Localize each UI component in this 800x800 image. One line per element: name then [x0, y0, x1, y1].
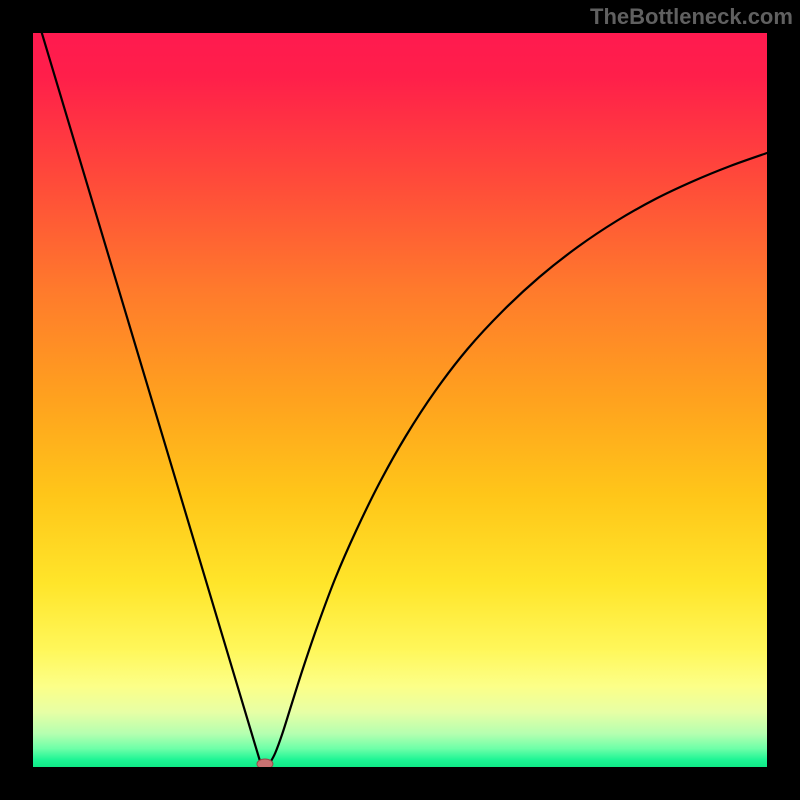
plot-background — [33, 33, 767, 767]
watermark-label: TheBottleneck.com — [590, 4, 793, 30]
chart-stage: TheBottleneck.com — [0, 0, 800, 800]
chart-svg — [0, 0, 800, 800]
